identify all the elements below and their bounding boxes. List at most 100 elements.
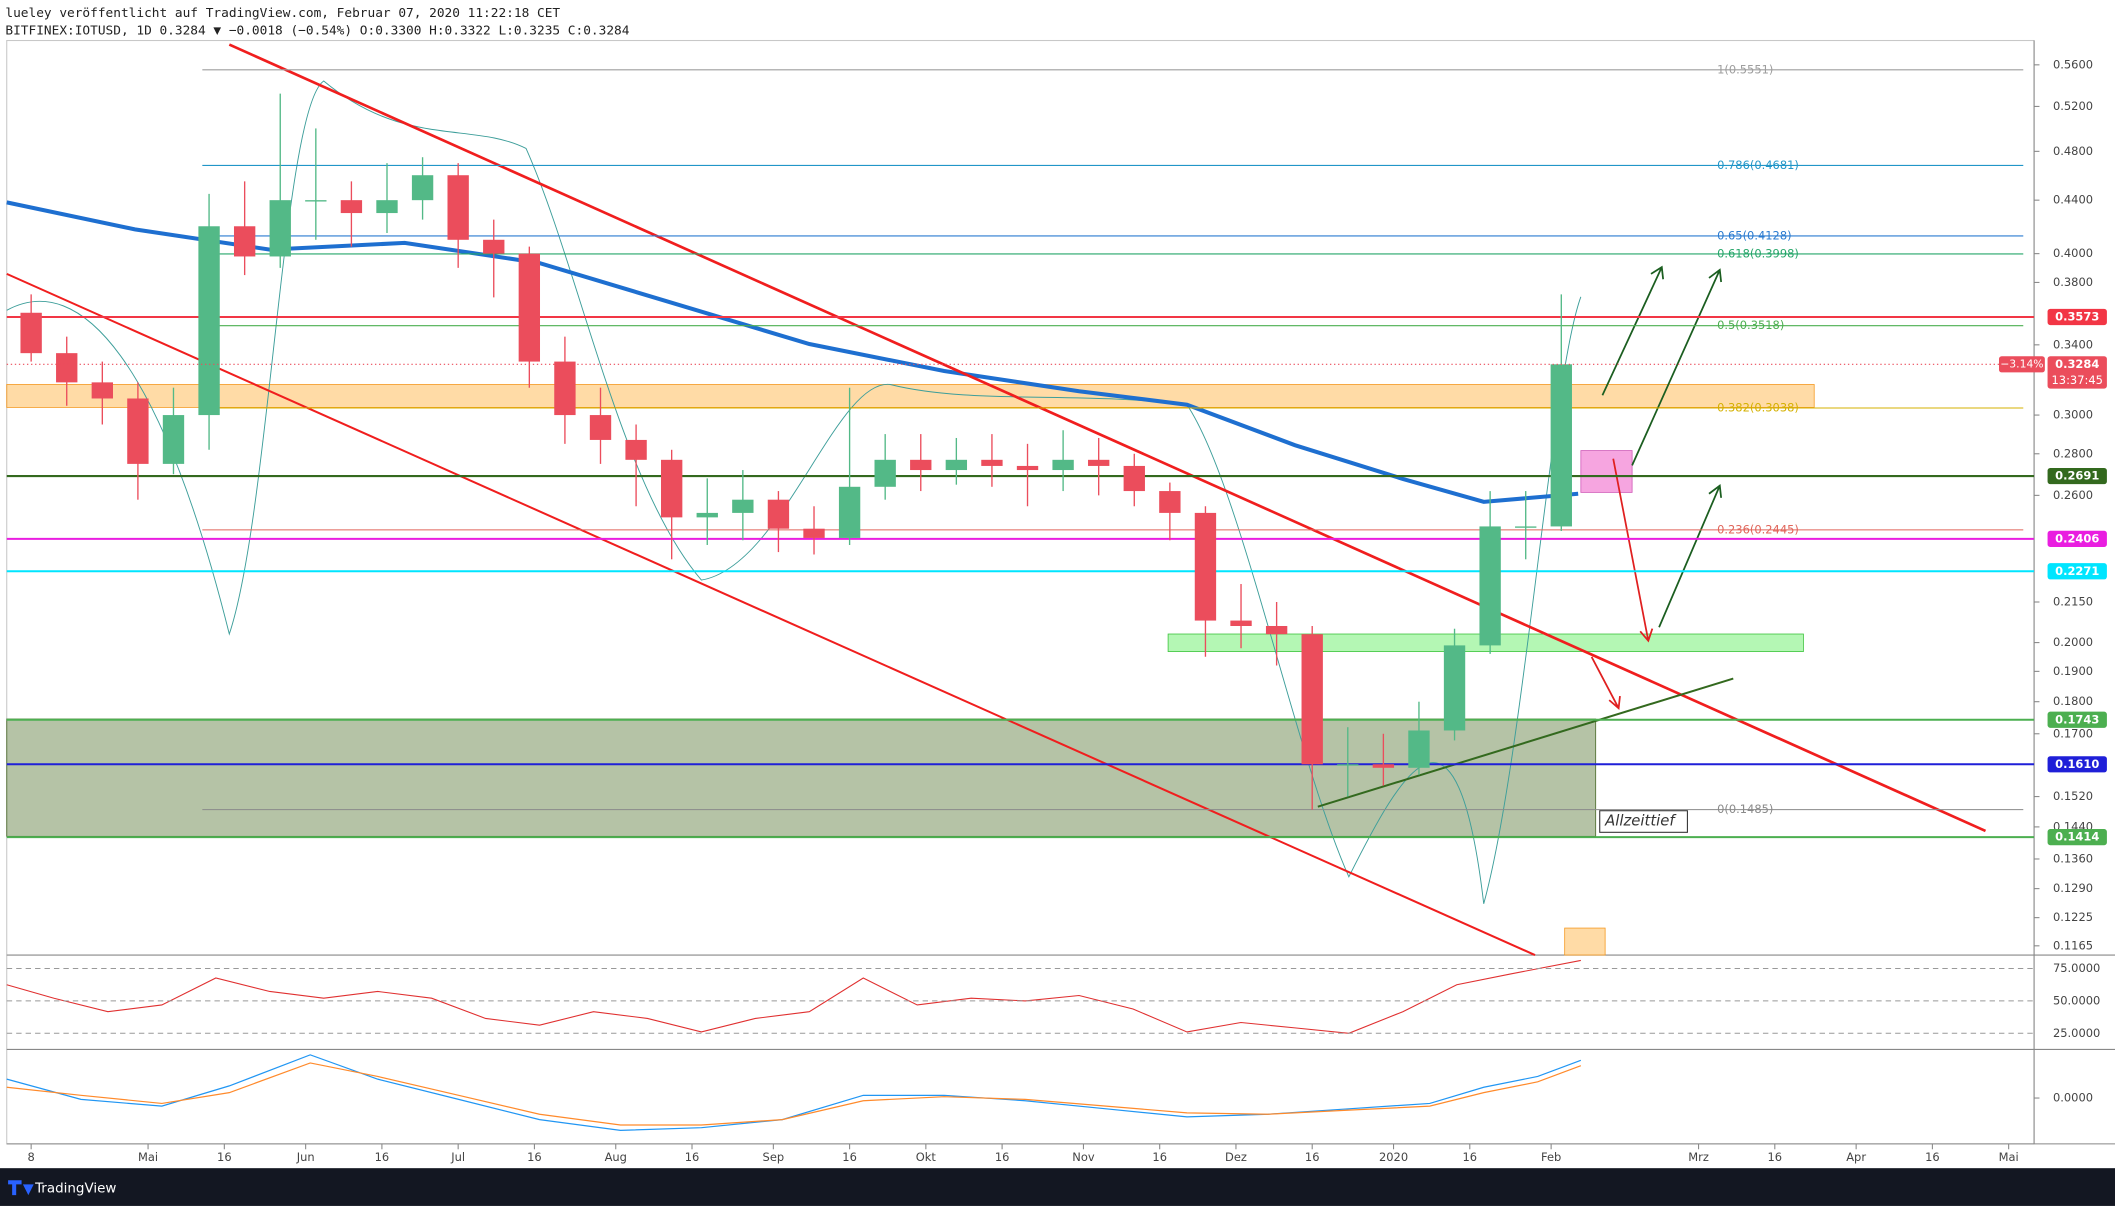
candle-body xyxy=(1443,645,1466,731)
y-tick-label: 0.2800 xyxy=(2053,446,2093,460)
x-tick-label: 16 xyxy=(1305,1150,1320,1164)
level-tag xyxy=(2047,563,2107,580)
level-label: 0.1414 xyxy=(2055,830,2099,844)
fib-label: 0.65(0.4128) xyxy=(1717,228,1792,242)
candle-body xyxy=(1088,459,1110,466)
target-zone xyxy=(1580,450,1633,493)
level-tag xyxy=(2047,467,2107,485)
x-tick-label: 16 xyxy=(217,1150,232,1164)
y-tick-label: 0.1520 xyxy=(2053,789,2093,803)
arrow xyxy=(1590,656,1621,710)
candle-body xyxy=(1372,764,1395,768)
candle-body xyxy=(732,499,754,513)
fib-label: 0.236(0.2445) xyxy=(1717,522,1799,536)
candle-body xyxy=(269,200,291,257)
x-tick-label: Jul xyxy=(450,1150,465,1164)
footer xyxy=(0,1168,2115,1206)
candle-body xyxy=(1123,465,1145,492)
change-tag xyxy=(1998,356,2045,373)
x-tick-label: Mai xyxy=(138,1150,158,1164)
macd-tick-label: 0.0000 xyxy=(2053,1091,2093,1105)
candle-body xyxy=(838,486,861,538)
candle-body xyxy=(127,398,149,464)
candle-body xyxy=(1301,634,1323,765)
x-tick-label: 16 xyxy=(1152,1150,1167,1164)
level-tag xyxy=(2047,308,2107,326)
candle-body xyxy=(447,175,469,240)
level-label: 0.3573 xyxy=(2055,309,2099,323)
candle-body xyxy=(1265,625,1288,635)
change-label: −3.14% xyxy=(2000,357,2043,370)
candle-body xyxy=(198,226,220,416)
candle-body xyxy=(1550,364,1572,527)
y-tick-label: 0.2000 xyxy=(2053,635,2093,649)
y-tick-label: 0.1900 xyxy=(2053,664,2093,678)
y-tick-label: 0.1225 xyxy=(2053,910,2093,924)
x-tick-label: Mai xyxy=(1999,1150,2019,1164)
candle-body xyxy=(305,200,327,202)
rsi-tick-label: 75.0000 xyxy=(2053,961,2100,975)
rsi-tick-label: 25.0000 xyxy=(2053,1026,2100,1040)
level-label: 0.1743 xyxy=(2055,712,2099,726)
x-tick-label: Apr xyxy=(1846,1150,1866,1164)
x-tick-label: Sep xyxy=(763,1150,785,1164)
arrow xyxy=(1601,265,1665,396)
y-tick-label: 0.4400 xyxy=(2053,193,2093,207)
candle-body xyxy=(1515,526,1537,528)
candle-body xyxy=(1016,465,1039,471)
trendline xyxy=(1317,677,1734,808)
fib-label: 1(0.5551) xyxy=(1717,62,1773,76)
x-tick-label: Mrz xyxy=(1688,1150,1709,1164)
candle-body xyxy=(589,415,612,440)
signal-line xyxy=(6,1062,1582,1126)
y-tick-label: 0.1165 xyxy=(2053,938,2093,952)
y-tick-label: 0.3800 xyxy=(2053,275,2093,289)
volume-zone xyxy=(1564,927,1606,956)
y-tick-label: 0.4000 xyxy=(2053,246,2093,260)
x-tick-label: Aug xyxy=(605,1150,627,1164)
annotation: Allzeittief xyxy=(1604,813,1677,830)
last-price-label: 0.3284 xyxy=(2055,357,2099,371)
y-tick-label: 0.4800 xyxy=(2053,144,2093,158)
y-tick-label: 0.5200 xyxy=(2053,99,2093,113)
y-tick-label: 0.2600 xyxy=(2053,488,2093,502)
arrow xyxy=(1658,484,1723,628)
level-tag xyxy=(2047,530,2107,547)
level-tag xyxy=(2047,711,2107,728)
x-tick-label: 8 xyxy=(27,1150,34,1164)
resistance-zone xyxy=(6,384,1815,408)
candle-body xyxy=(874,459,896,487)
candle-body xyxy=(1408,730,1430,768)
y-tick-label: 0.1700 xyxy=(2053,726,2093,740)
candle-body xyxy=(1230,620,1252,626)
fib-label: 0.618(0.3998) xyxy=(1717,246,1799,260)
fib-label: 0.786(0.4681) xyxy=(1717,158,1799,172)
candle-body xyxy=(91,382,113,399)
x-tick-label: 16 xyxy=(685,1150,700,1164)
arrow xyxy=(1631,268,1723,466)
candle-body xyxy=(376,200,398,214)
candle-body xyxy=(1479,526,1501,646)
candle-body xyxy=(411,175,434,201)
level-label: 0.2691 xyxy=(2055,469,2099,483)
rsi-line xyxy=(6,959,1581,1034)
fib-label: 0.5(0.3518) xyxy=(1717,318,1784,332)
x-tick-label: 2020 xyxy=(1379,1150,1408,1164)
y-tick-label: 0.1290 xyxy=(2053,881,2093,895)
level-tag xyxy=(2047,829,2107,846)
candle-body xyxy=(910,459,932,471)
y-tick-label: 0.2150 xyxy=(2053,595,2093,609)
candle-body xyxy=(1194,512,1217,621)
level-label: 0.1610 xyxy=(2055,757,2099,771)
annotation-box xyxy=(1599,810,1688,833)
candle-body xyxy=(233,226,256,257)
bollinger-band xyxy=(6,80,1582,904)
candle-body xyxy=(518,253,541,362)
y-tick-label: 0.3000 xyxy=(2053,408,2093,422)
x-tick-label: Nov xyxy=(1072,1150,1095,1164)
symbol-line: BITFINEX:IOTUSD, 1D 0.3284 ▼ −0.0018 (−0… xyxy=(5,24,629,39)
rsi-tick-label: 50.0000 xyxy=(2053,993,2100,1007)
candle-body xyxy=(554,361,576,416)
candle-body xyxy=(625,439,647,460)
